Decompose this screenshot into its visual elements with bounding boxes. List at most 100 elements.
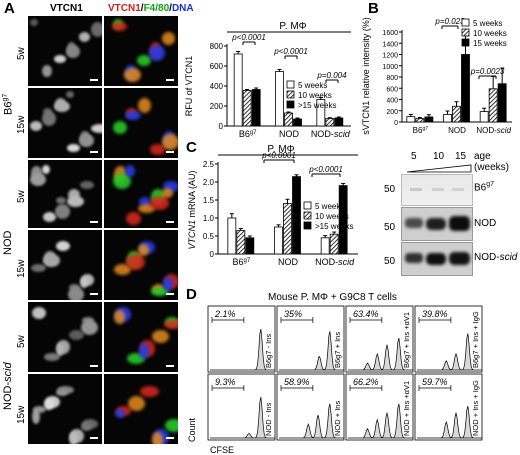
merge-header-part: VTCN1	[108, 3, 141, 14]
histogram-frame	[414, 373, 483, 441]
blot-age-5: 5	[411, 151, 417, 162]
micrograph-gray	[28, 374, 102, 444]
micrograph-merge	[104, 88, 178, 158]
legend-label: 5 weeks	[298, 81, 327, 90]
x-tick-label: B6g7	[413, 126, 429, 135]
y-tick-label: 0	[394, 120, 398, 127]
p-value: p=0.023	[434, 17, 465, 26]
histogram-curve	[417, 333, 482, 371]
histogram-curve	[279, 403, 344, 439]
y-tick-label: 200	[210, 102, 224, 111]
y-tick-label: 1600	[382, 30, 398, 37]
p-value: p<0.0001	[261, 151, 296, 160]
panel-d-label: D	[186, 286, 197, 303]
condition-label: NOD + Ins	[333, 401, 342, 436]
row-label-15w: 15w	[16, 115, 27, 134]
panel-d-title: Mouse P. MΦ + G9C8 T cells	[268, 292, 397, 303]
y-tick-label: 1400	[382, 41, 398, 48]
row-label-15w: 15w	[16, 405, 27, 424]
merge-header-part: /	[140, 3, 144, 14]
blot-nodscid	[401, 242, 473, 276]
condition-label: NOD - Ins	[264, 402, 273, 436]
y-axis-label: Count	[187, 418, 197, 443]
blot-nod	[401, 207, 473, 241]
gate-percent: 66.2%	[353, 377, 379, 387]
p-value: p<0.0001	[231, 33, 266, 42]
micrograph-merge	[104, 374, 178, 444]
gate-percent: 35%	[284, 309, 302, 319]
merge-header-part: DNA	[171, 3, 194, 14]
col-header-vtcn1: VTCN1	[50, 3, 83, 14]
y-tick-label: 800	[386, 75, 398, 82]
blot-mw-1: 50	[384, 184, 396, 195]
chart-c-mrna: P. MΦ 0 0.5 1.0 1.5 2.0 2.5 B6g7 NOD NOD-scid VTCN…	[187, 144, 358, 267]
bar	[320, 237, 330, 255]
row-label-15w: 15w	[16, 259, 27, 278]
legend-swatch	[461, 18, 470, 27]
gate-percent: 2.1%	[214, 309, 236, 319]
bar	[461, 54, 470, 123]
legend-swatch	[286, 90, 295, 99]
p-value: p<0.0001	[308, 165, 343, 174]
group-label-nod: NOD	[2, 230, 14, 255]
y-tick-label: 0	[210, 250, 215, 259]
bar	[233, 53, 243, 127]
x-tick-label: NOD	[279, 129, 300, 139]
micrograph-merge	[104, 302, 178, 372]
histogram-curve	[348, 338, 413, 371]
bar	[497, 83, 507, 123]
p-value: p=0.004	[316, 71, 347, 80]
bar	[338, 185, 348, 255]
histogram-curve	[348, 403, 413, 439]
y-tick-label: 2.5	[203, 160, 215, 169]
blot-age-10: 10	[433, 151, 445, 162]
bar	[325, 118, 335, 127]
col-header-merge: VTCN1/F4/80/DNA	[108, 3, 194, 14]
y-tick-label: 200	[386, 109, 398, 116]
y-axis-label: sVTCN1 relative intensity (%)	[362, 17, 371, 135]
x-tick-label: NOD-scid	[311, 129, 351, 139]
micrograph-gray	[28, 160, 102, 228]
x-tick-label: NOD	[448, 126, 466, 135]
row-label-5w: 5w	[16, 47, 27, 60]
row-label-5w: 5w	[16, 190, 27, 203]
bar	[236, 230, 246, 255]
bar	[245, 237, 255, 255]
bar	[275, 71, 284, 127]
histogram-curve	[210, 328, 275, 371]
y-axis-label: RFU of VTCN1	[184, 56, 194, 117]
bar	[284, 112, 293, 127]
bar	[242, 90, 252, 127]
blot-row-nodscid: NOD-scid	[474, 252, 518, 263]
bar	[274, 226, 283, 255]
blot-row-b6: B6g7	[474, 181, 495, 194]
bar	[292, 176, 301, 255]
bar	[334, 117, 344, 127]
group-label-b6: B6g7	[2, 93, 15, 115]
condition-label: NOD + Ins + IgG	[471, 380, 480, 436]
p-value: p<0.0001	[273, 47, 308, 56]
histogram-frame	[207, 305, 276, 373]
legend-swatch	[303, 211, 312, 220]
legend-label: >15 weeks	[298, 101, 336, 110]
histogram-frame	[276, 373, 345, 441]
micrograph-gray	[28, 88, 102, 158]
legend-swatch	[461, 28, 470, 37]
legend-label: 10 weeks	[473, 29, 507, 38]
bar	[406, 116, 416, 123]
y-tick-label: 600	[386, 86, 398, 93]
merge-header-part: F4/80	[143, 3, 170, 14]
y-axis-label: VTCN1 mRNA (AU)	[187, 170, 197, 249]
chart-b-svtcn1: 0 200 400 600 800 1000 1200 1400 1600 B6g7 NOD NOD-…	[362, 17, 512, 135]
facs-histograms: Count CFSE 2.1% B6g7 - Ins 35% B6g7 + Ins 63.4…	[187, 305, 483, 455]
bar	[283, 203, 292, 255]
gate-percent: 9.3%	[215, 377, 236, 387]
legend-swatch	[461, 38, 470, 47]
gate-percent: 63.4%	[353, 309, 379, 319]
panel-a-label: A	[4, 0, 15, 17]
bar	[251, 89, 261, 127]
blot-mw-3: 50	[384, 256, 396, 267]
bar	[443, 114, 452, 123]
blot-age-unit: (weeks)	[474, 162, 510, 173]
y-tick-label: 600	[210, 62, 224, 71]
